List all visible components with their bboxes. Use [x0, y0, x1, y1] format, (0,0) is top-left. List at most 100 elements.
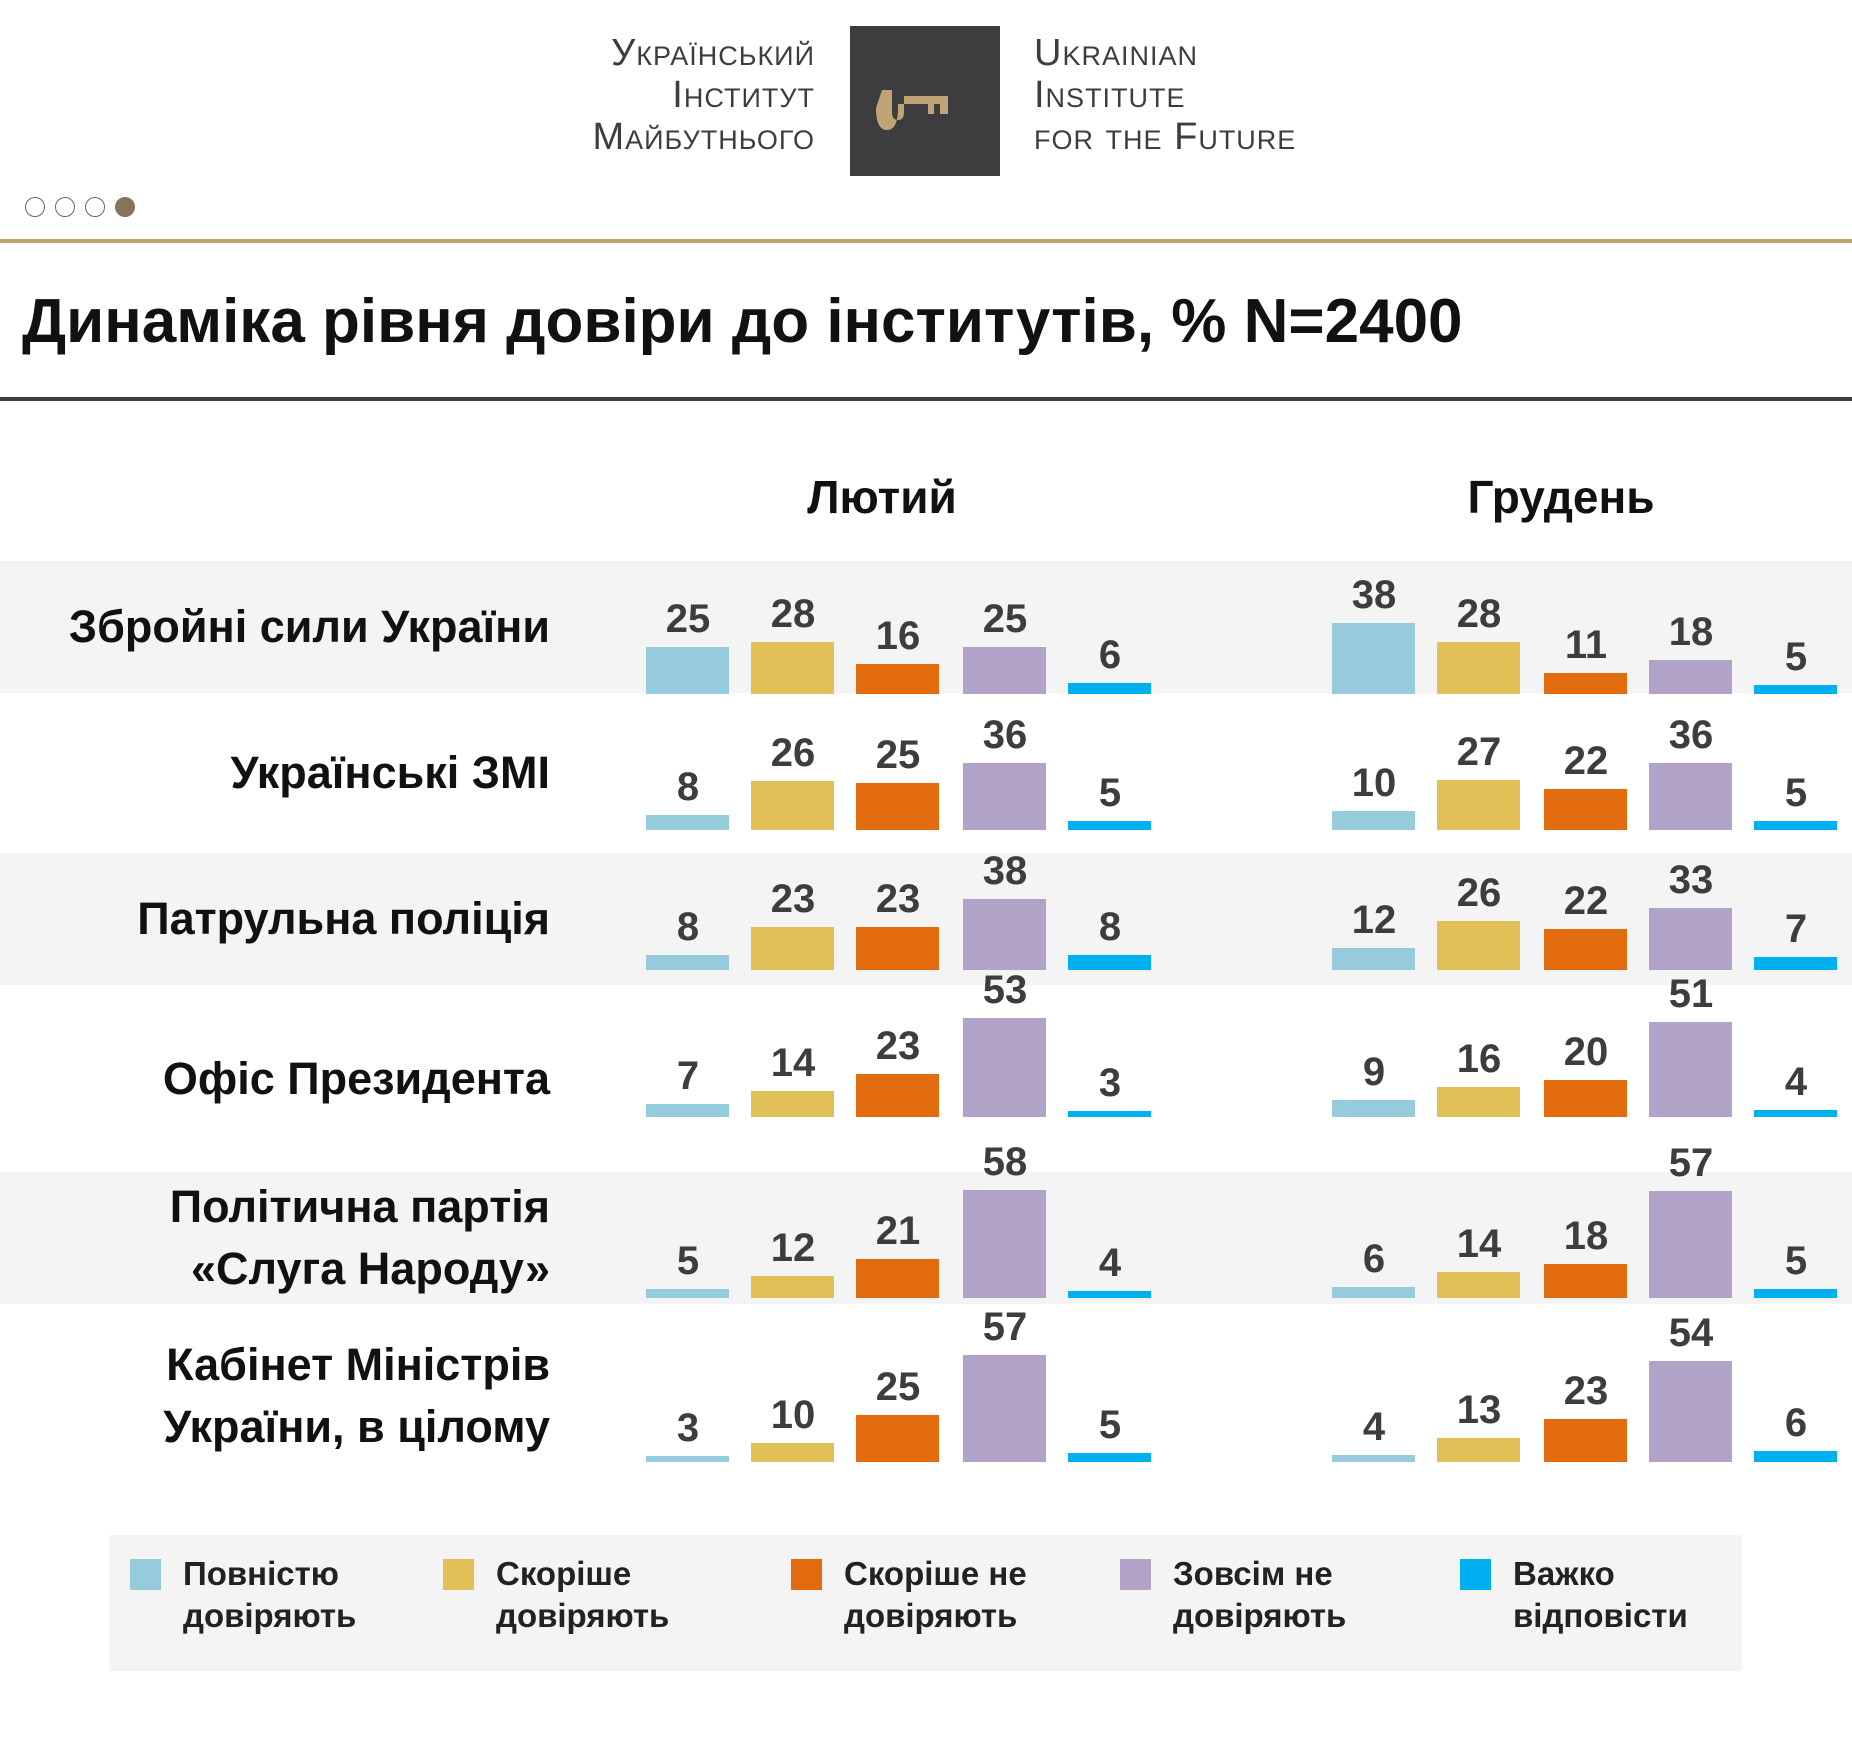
bar-feb-2: [751, 781, 834, 830]
data-label: 20: [1563, 1029, 1609, 1074]
legend-label-line: довіряють: [183, 1597, 357, 1634]
row-label-line: Збройні сили України: [68, 601, 550, 652]
row-label-line: України, в цілому: [163, 1401, 550, 1452]
bar-dec-3: [1544, 673, 1627, 694]
bar-dec-4: [1649, 1361, 1732, 1462]
legend-label-line: Важко: [1513, 1555, 1615, 1592]
row-label: Українські ЗМІ: [230, 742, 550, 804]
bar-dec-2: [1437, 1087, 1520, 1117]
row-label-line: «Слуга Народу»: [190, 1243, 550, 1294]
data-label: 25: [875, 1365, 921, 1410]
data-label: 16: [875, 614, 921, 659]
legend-label: Важко відповісти: [1513, 1553, 1688, 1637]
bar-dec-5: [1754, 1109, 1837, 1117]
bar-dec-5: [1754, 956, 1837, 970]
row-label: Патрульна поліція: [137, 888, 550, 950]
pager-dot[interactable]: [55, 197, 75, 217]
data-label: 33: [1668, 858, 1714, 903]
bar-dec-1: [1332, 1286, 1415, 1298]
bar-dec-4: [1649, 1021, 1732, 1117]
data-label: 25: [982, 597, 1028, 642]
legend-label-line: довіряють: [496, 1597, 670, 1634]
data-label: 18: [1668, 610, 1714, 655]
data-label: 13: [1456, 1387, 1502, 1432]
bar-feb-4: [963, 1355, 1046, 1462]
data-label: 8: [1098, 905, 1122, 950]
data-label: 14: [1456, 1221, 1502, 1266]
bar-dec-5: [1754, 820, 1837, 830]
row-label: Політична партія «Слуга Народу»: [170, 1176, 550, 1300]
data-label: 12: [1351, 897, 1397, 942]
data-label: 22: [1563, 878, 1609, 923]
bar-feb-4: [963, 762, 1046, 830]
legend-label: Скоріше довіряють: [496, 1553, 669, 1637]
chart-title: Динаміка рівня довіри до інститутів, % N…: [22, 287, 1463, 356]
legend-swatch: [130, 1559, 161, 1590]
data-label: 3: [1098, 1061, 1122, 1106]
data-label: 7: [676, 1053, 700, 1098]
row-label-line: Політична партія: [169, 1181, 550, 1232]
pager-dot[interactable]: [85, 197, 105, 217]
bar-dec-4: [1649, 908, 1732, 970]
logo-text-ukrainian: Український Інститут Майбутнього: [592, 32, 815, 158]
bar-dec-2: [1437, 641, 1520, 694]
logo-line: for the Future: [1034, 116, 1297, 158]
logo-key-icon: [850, 26, 1000, 176]
legend-swatch: [1120, 1559, 1151, 1590]
bar-feb-1: [646, 1288, 729, 1298]
data-label: 36: [982, 712, 1028, 757]
bar-feb-2: [751, 1090, 834, 1117]
bar-feb-3: [856, 664, 939, 694]
bar-feb-1: [646, 815, 729, 830]
bar-dec-3: [1544, 1418, 1627, 1462]
bar-feb-5: [1068, 820, 1151, 830]
pager-dot-active[interactable]: [115, 197, 135, 217]
data-label: 23: [1563, 1368, 1609, 1413]
bar-feb-3: [856, 1073, 939, 1117]
row-label-line: Офіс Президента: [162, 1052, 550, 1104]
bar-dec-3: [1544, 1264, 1627, 1298]
data-label: 14: [770, 1040, 816, 1085]
data-label: 8: [676, 905, 700, 950]
legend-swatch: [1460, 1559, 1491, 1590]
legend: Повністю довіряють Скоріше довіряють Скоріше…: [109, 1535, 1742, 1671]
data-label: 21: [875, 1208, 921, 1253]
legend-label-line: довіряють: [1173, 1597, 1347, 1634]
bar-dec-3: [1544, 788, 1627, 830]
bar-feb-4: [963, 898, 1046, 970]
data-label: 27: [1456, 729, 1502, 774]
bar-feb-1: [646, 955, 729, 970]
bar-dec-1: [1332, 811, 1415, 830]
data-label: 5: [1098, 1402, 1122, 1447]
bar-dec-3: [1544, 928, 1627, 970]
data-label: 7: [1784, 906, 1808, 951]
bar-dec-2: [1437, 779, 1520, 830]
legend-label-line: Зовсім не: [1173, 1555, 1333, 1592]
logo-line: Майбутнього: [592, 116, 815, 158]
slide-pager: [25, 197, 135, 217]
data-label: 22: [1563, 738, 1609, 783]
bar-dec-4: [1649, 1191, 1732, 1298]
bar-feb-2: [751, 641, 834, 694]
pager-dot[interactable]: [25, 197, 45, 217]
bar-dec-1: [1332, 1100, 1415, 1117]
data-label: 38: [1351, 572, 1397, 617]
data-label: 26: [770, 731, 816, 776]
row-label-line: Українські ЗМІ: [230, 747, 550, 798]
period-header-feb: Лютий: [807, 471, 957, 523]
bar-feb-2: [751, 926, 834, 970]
data-label: 6: [1784, 1400, 1808, 1445]
data-label: 10: [1351, 761, 1397, 806]
bar-feb-4: [963, 1189, 1046, 1298]
legend-label-line: Скоріше не: [844, 1555, 1027, 1592]
data-label: 23: [875, 876, 921, 921]
bar-feb-5: [1068, 1111, 1151, 1117]
legend-label-line: довіряють: [844, 1597, 1018, 1634]
row-label: Офіс Президента: [163, 1048, 550, 1110]
data-label: 28: [1456, 591, 1502, 636]
data-label: 5: [1784, 770, 1808, 815]
data-label: 23: [875, 1023, 921, 1068]
data-label: 25: [665, 597, 711, 642]
data-label: 25: [875, 733, 921, 778]
title-divider: [0, 397, 1852, 401]
